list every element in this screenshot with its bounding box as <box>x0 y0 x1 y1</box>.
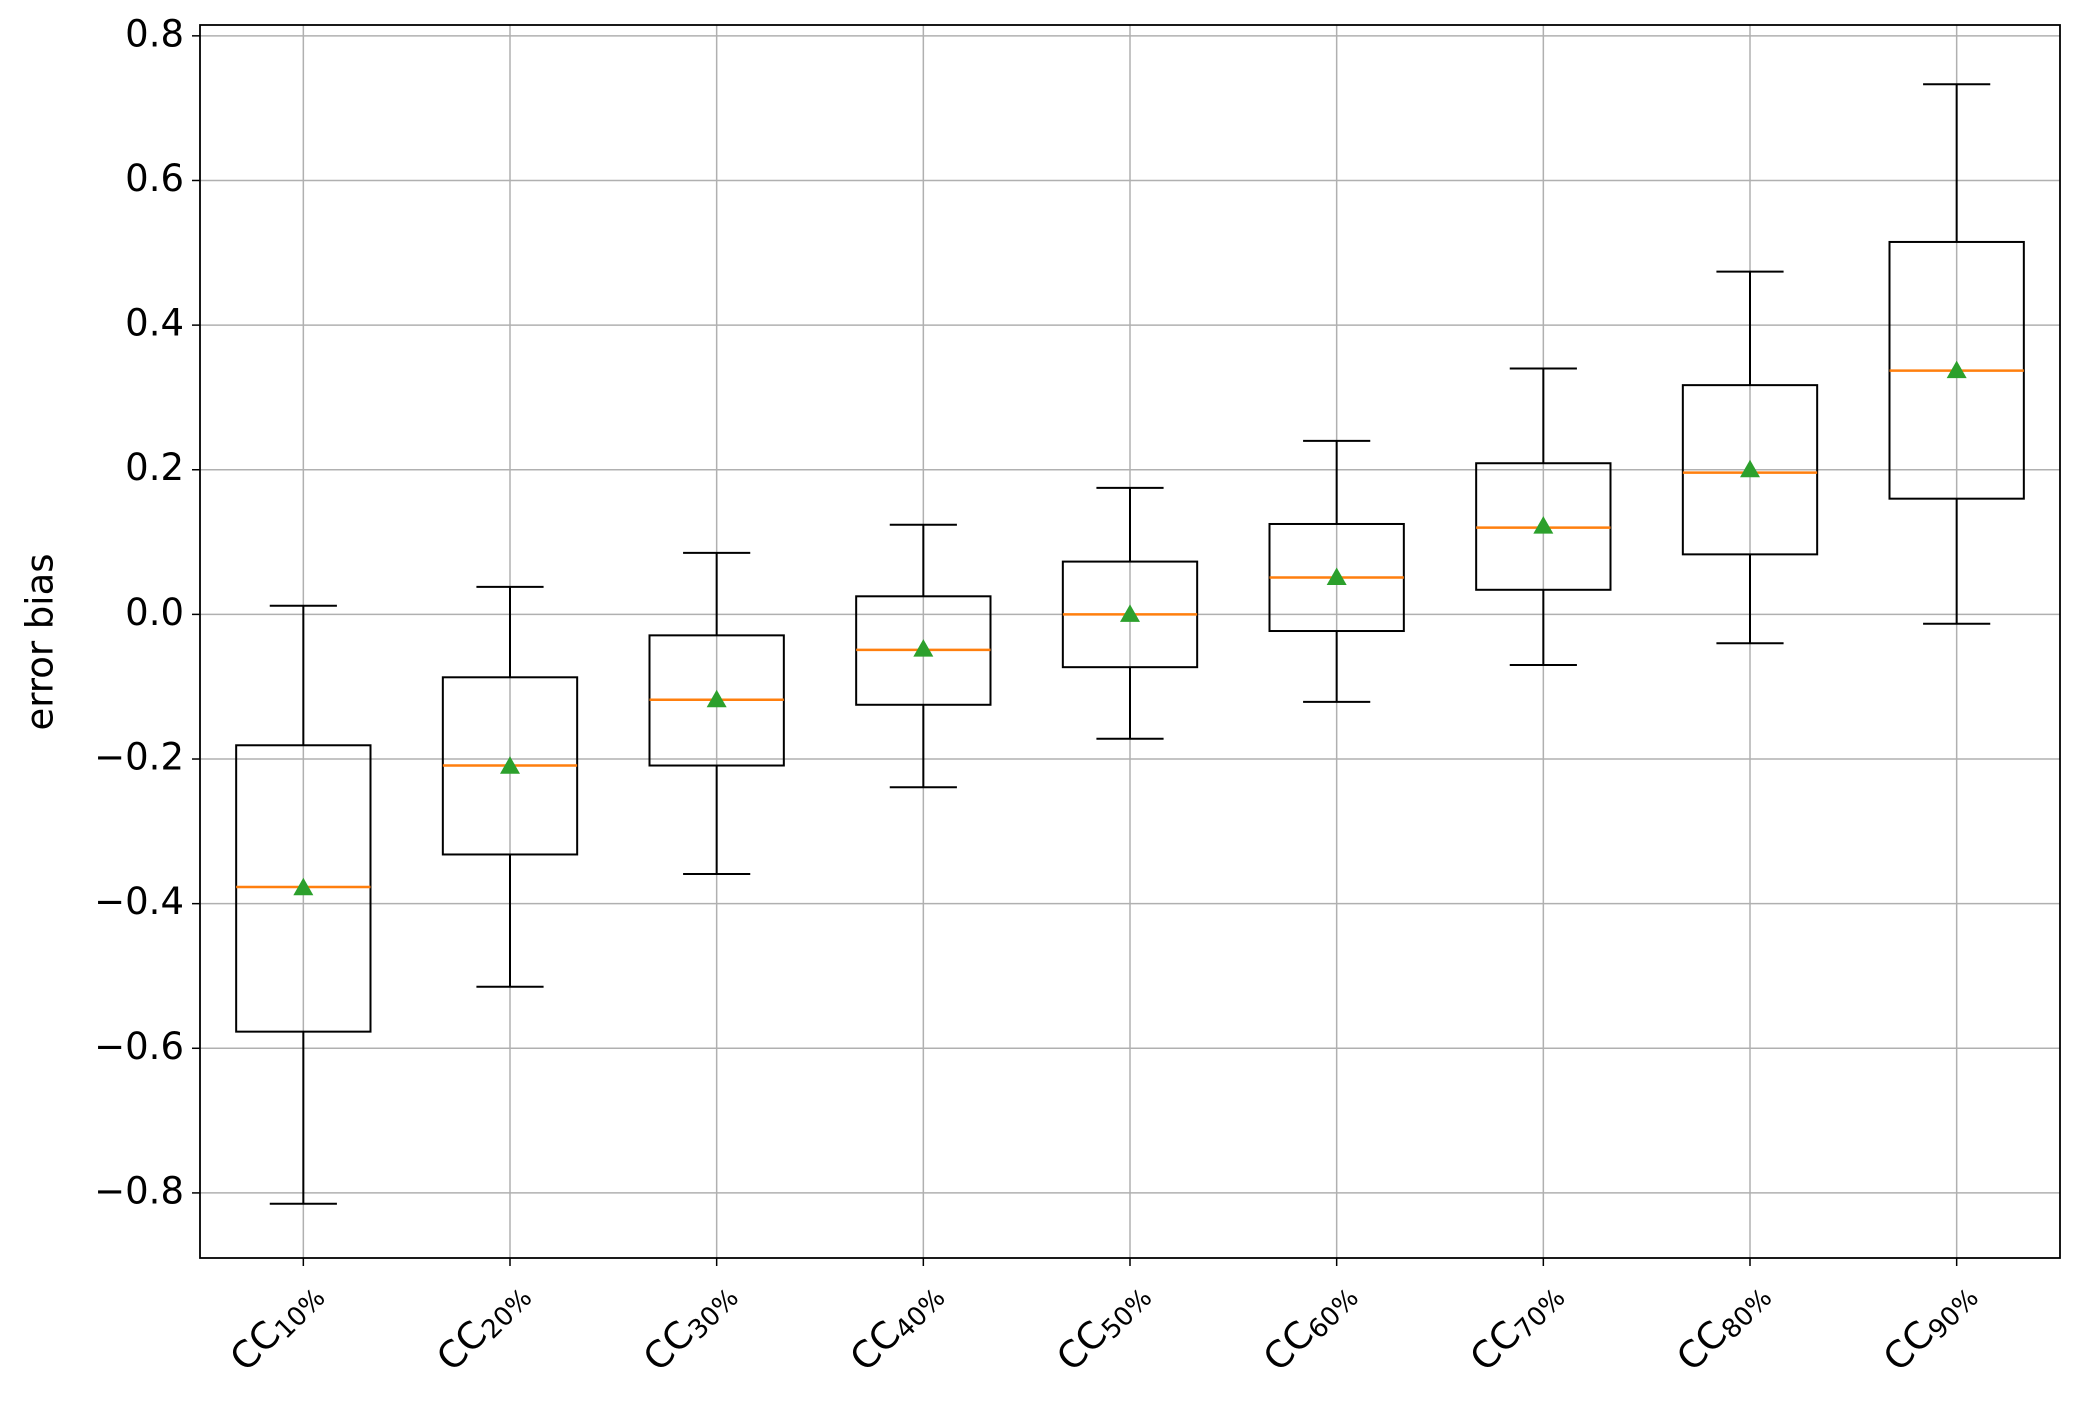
x-tick-label: CC90% <box>1875 1271 1985 1381</box>
mean-marker <box>1533 516 1554 534</box>
mean-marker <box>1946 360 1967 379</box>
x-tick-label: CC20% <box>428 1271 538 1381</box>
y-tick-label: −0.6 <box>94 1025 184 1068</box>
mean-marker <box>1120 604 1140 622</box>
mean-marker <box>706 689 727 708</box>
mean-marker <box>500 756 520 774</box>
y-tick-label: −0.8 <box>94 1169 184 1212</box>
plot-frame <box>199 24 2061 1259</box>
x-tick-label: CC70% <box>1461 1271 1571 1381</box>
y-tick-label: −0.2 <box>94 736 184 779</box>
x-tick-label: CC10% <box>221 1271 331 1381</box>
x-tick-label: CC40% <box>841 1271 951 1381</box>
mean-marker <box>1326 567 1347 585</box>
y-tick-label: 0.8 <box>125 12 184 55</box>
mean-marker <box>1740 459 1760 478</box>
mean-marker <box>293 877 314 896</box>
x-tick-label: CC80% <box>1668 1271 1778 1381</box>
y-tick-label: 0.0 <box>125 591 184 634</box>
x-tick-label: CC50% <box>1048 1271 1158 1381</box>
x-tick-label: CC30% <box>635 1271 745 1381</box>
y-tick-label: 0.4 <box>125 302 184 345</box>
y-tick-label: −0.4 <box>94 880 184 923</box>
y-tick-label: 0.2 <box>125 446 184 489</box>
x-tick-label: CC60% <box>1255 1271 1365 1381</box>
y-axis-label: error bias <box>19 553 62 730</box>
box <box>235 744 372 1033</box>
y-tick-label: 0.6 <box>125 157 184 200</box>
mean-marker <box>913 639 934 657</box>
box <box>1681 384 1819 556</box>
